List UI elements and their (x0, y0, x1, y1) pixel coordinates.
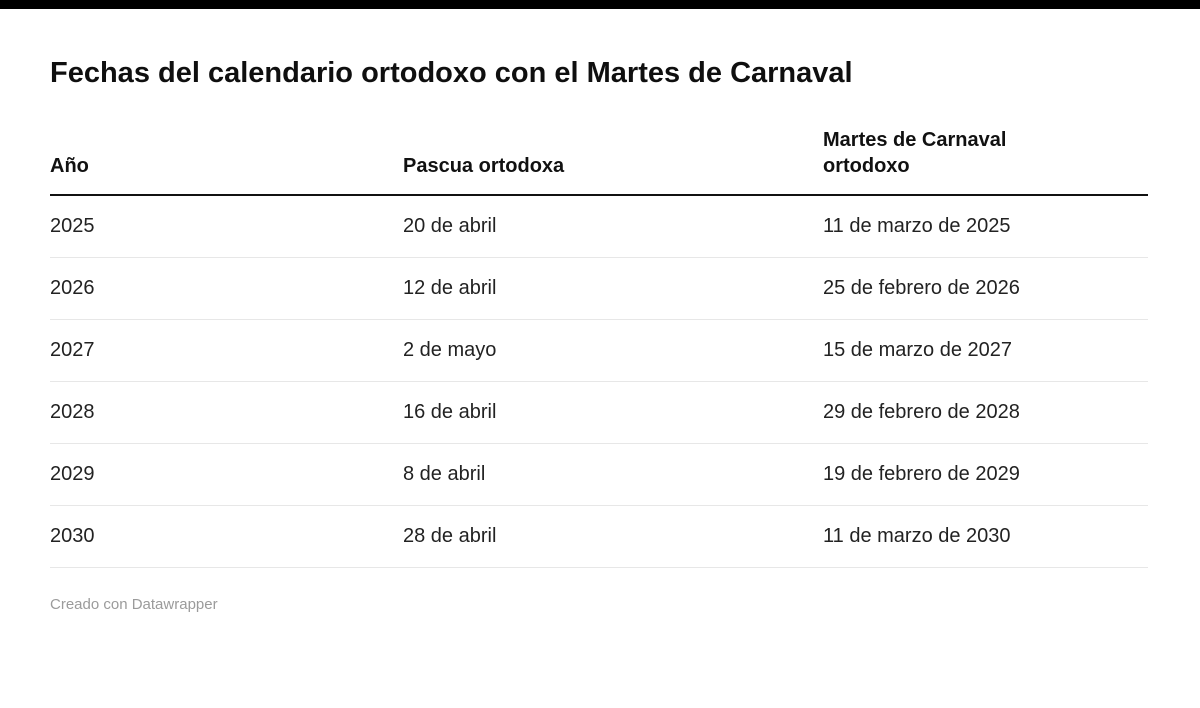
table-card: Fechas del calendario ortodoxo con el Ma… (50, 57, 1148, 613)
table-cell: 16 de abril (403, 381, 823, 444)
table-cell: 19 de febrero de 2029 (823, 443, 1148, 506)
table-cell: 2030 (50, 505, 403, 568)
table-cell: 2028 (50, 381, 403, 444)
table-body: 2025 20 de abril 11 de marzo de 2025 2026 12… (50, 194, 1148, 568)
table-cell: 2029 (50, 443, 403, 506)
attribution-text[interactable]: Creado con Datawrapper (50, 595, 218, 613)
table-cell: 28 de abril (403, 505, 823, 568)
data-table: Año Pascua ortodoxa Martes de Carnaval o… (50, 126, 1148, 568)
table-cell: 25 de febrero de 2026 (823, 257, 1148, 320)
top-accent-bar (0, 0, 1200, 9)
column-header-pascua-ortodoxa: Pascua ortodoxa (403, 126, 823, 196)
table-cell: 2 de mayo (403, 319, 823, 382)
table-cell: 11 de marzo de 2025 (823, 194, 1148, 258)
table-row: 2026 12 de abril 25 de febrero de 2026 (50, 257, 1148, 320)
column-header-martes-de-carnaval-label: Martes de Carnaval ortodoxo (823, 128, 1007, 177)
table-row: 2030 28 de abril 11 de marzo de 2030 (50, 505, 1148, 568)
table-cell: 11 de marzo de 2030 (823, 505, 1148, 568)
table-cell: 2026 (50, 257, 403, 320)
column-header-ano: Año (50, 126, 403, 196)
column-header-martes-de-carnaval: Martes de Carnaval ortodoxo (823, 126, 1148, 196)
table-row: 2028 16 de abril 29 de febrero de 2028 (50, 381, 1148, 444)
table-row: 2029 8 de abril 19 de febrero de 2029 (50, 443, 1148, 506)
table-cell: 12 de abril (403, 257, 823, 320)
table-cell: 20 de abril (403, 194, 823, 258)
table-cell: 8 de abril (403, 443, 823, 506)
table-cell: 29 de febrero de 2028 (823, 381, 1148, 444)
table-cell: 2027 (50, 319, 403, 382)
table-cell: 2025 (50, 194, 403, 258)
table-row: 2027 2 de mayo 15 de marzo de 2027 (50, 319, 1148, 382)
table-row: 2025 20 de abril 11 de marzo de 2025 (50, 194, 1148, 258)
header-row: Año Pascua ortodoxa Martes de Carnaval o… (50, 126, 1148, 196)
page-title: Fechas del calendario ortodoxo con el Ma… (50, 57, 853, 89)
table-cell: 15 de marzo de 2027 (823, 319, 1148, 382)
